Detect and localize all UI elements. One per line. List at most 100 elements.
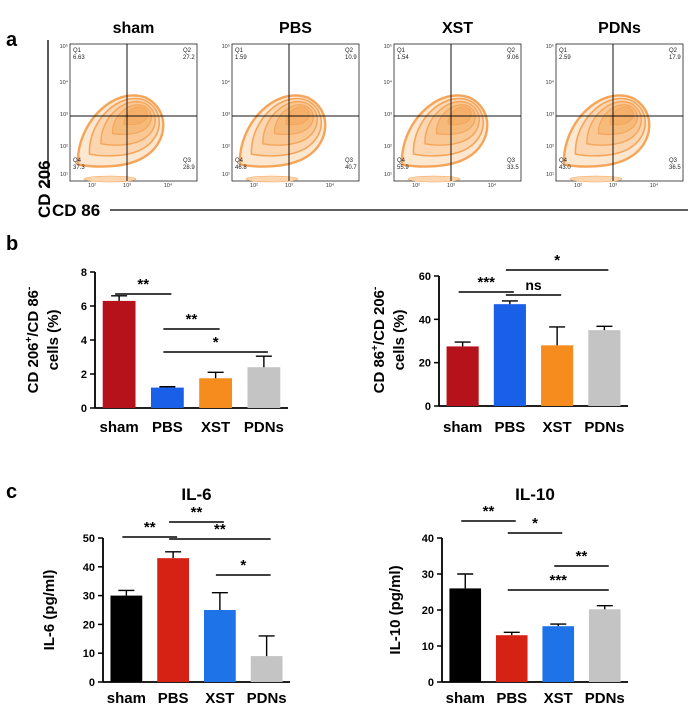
y-axis-label: CD 86+/CD 206-cells (%) [370,287,408,394]
flow-x-tick-label: 10² [574,183,582,189]
significance-label: ** [137,276,149,293]
y-tick-label: 0 [425,401,431,413]
flow-y-tick-label: 10³ [60,112,68,118]
quadrant-value-q4: 37.3 [73,165,85,171]
bar-pdns [588,609,621,682]
y-axis-label: IL-6 (pg/ml) [41,570,58,651]
flow-y-tick-label: 10² [222,144,230,150]
flow-y-tick-label: 10³ [222,112,230,118]
y-tick-label: 0 [81,403,87,415]
flow-x-tick-label: 10⁴ [650,182,659,189]
bar-pbs [493,304,526,406]
quadrant-value-q3: 33.5 [507,165,519,171]
flow-plot-title: PBS [279,20,312,37]
y-axis-label: CD 206+/CD 86-cells (%) [24,287,62,394]
quadrant-name-q3: Q3 [345,158,354,164]
quadrant-value-q2: 17.9 [669,55,681,61]
bar-chart-panels: 0 2 4 6 8 CD 206+/CD 86-cells (%) sham PBS XST PD… [24,252,628,707]
y-tick-label: 10 [83,648,95,660]
flow-x-tick-label: 10³ [609,183,617,189]
bar-chart-c-right: IL-10 0 10 20 30 40 IL-10 (pg/ml) sham PBS XST PDN… [387,485,628,707]
y-tick-label: 30 [83,591,95,603]
bar-pbs [157,558,190,682]
flow-y-tick-label: 10² [384,144,392,150]
quadrant-value-q4: 43.0 [559,165,571,171]
y-tick-label: 6 [81,301,87,313]
flow-y-tick-label: 10¹ [546,172,554,178]
x-category-label: XST [544,690,573,707]
y-tick-label: 0 [89,677,95,689]
flow-x-tick-label: 10³ [447,183,455,189]
quadrant-name-q3: Q3 [183,158,192,164]
x-category-label: PBS [152,419,183,436]
bar-pdns [247,367,281,408]
bar-pdns [588,330,621,406]
quadrant-name-q1: Q1 [559,48,568,54]
contour-edge-smear [245,175,299,183]
x-category-label: PDNs [247,690,287,707]
flow-y-tick-label: 10⁴ [384,79,393,86]
quadrant-name-q2: Q2 [345,48,354,54]
flow-x-tick-label: 10² [88,183,96,189]
quadrant-value-q4: 46.8 [235,165,247,171]
flow-plot-title: sham [113,20,155,37]
significance-label: ** [576,548,588,565]
significance-label: ** [191,504,203,521]
flow-y-tick-label: 10² [60,144,68,150]
x-category-label: XST [205,690,234,707]
flow-y-tick-label: 10¹ [384,172,392,178]
x-category-label: sham [443,419,482,436]
chart-title: IL-10 [515,485,555,504]
quadrant-name-q2: Q2 [183,48,192,54]
bar-xst [541,345,574,406]
bar-pbs [150,387,184,408]
flow-y-tick-label: 10⁵ [60,43,68,50]
y-tick-label: 30 [422,569,434,581]
quadrant-name-q4: Q4 [397,158,406,164]
bar-chart-c-left: IL-6 0 10 20 30 40 50 IL-6 (pg/ml) sham PBS XST PDN… [41,485,290,707]
bar-sham [102,300,136,408]
panel-letter-a: a [6,29,18,51]
x-category-label: XST [201,419,230,436]
bar-sham [449,588,482,682]
quadrant-value-q1: 2.59 [559,55,571,61]
flow-y-tick-label: 10⁴ [60,79,69,86]
significance-label: ** [144,519,156,536]
x-category-label: sham [100,419,139,436]
flow-x-tick-label: 10² [250,183,258,189]
y-tick-label: 50 [83,533,95,545]
y-tick-label: 40 [83,562,95,574]
flow-plot-title: PDNs [598,20,641,37]
flow-x-tick-label: 10² [412,183,420,189]
quadrant-value-q4: 55.9 [397,165,409,171]
quadrant-value-q2: 10.9 [345,55,357,61]
x-category-label: PBS [496,690,527,707]
significance-label: *** [477,274,495,291]
flow-x-tick-label: 10⁴ [326,182,335,189]
y-axis-label: IL-10 (pg/ml) [387,565,404,654]
y-tick-label: 40 [422,533,434,545]
significance-label: * [532,515,538,532]
y-tick-label: 20 [83,619,95,631]
bar-sham [446,346,479,406]
quadrant-name-q2: Q2 [669,48,678,54]
significance-label: * [554,252,560,269]
quadrant-name-q1: Q1 [73,48,82,54]
flow-x-tick-label: 10⁴ [488,182,497,189]
quadrant-value-q1: 1.54 [397,55,409,61]
significance-label: ** [214,521,226,538]
quadrant-name-q4: Q4 [559,158,568,164]
y-tick-label: 0 [428,677,434,689]
panel-letter-b: b [6,233,18,255]
quadrant-name-q1: Q1 [235,48,244,54]
y-tick-label: 4 [81,335,88,347]
significance-label: * [240,557,246,574]
bar-sham [110,595,143,682]
flow-x-tick-label: 10³ [285,183,293,189]
y-tick-label: 20 [419,358,431,370]
y-tick-label: 40 [419,314,431,326]
bar-pdns [250,656,283,682]
